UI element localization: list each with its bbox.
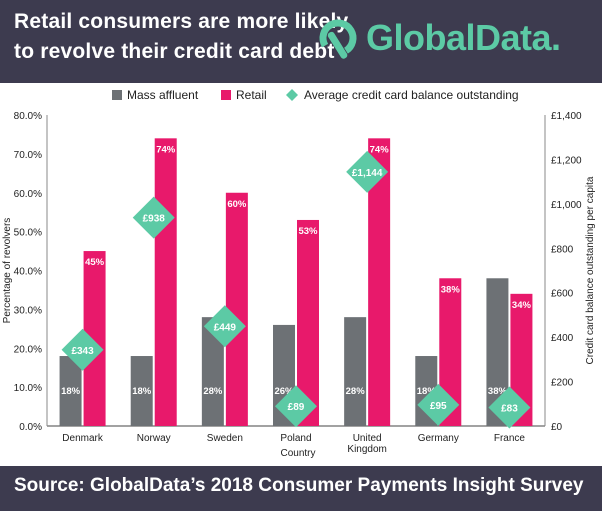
y-tick-label: 0.0%: [19, 422, 42, 433]
data-label-retail: 74%: [370, 144, 390, 155]
x-tick-label: Poland: [280, 433, 311, 444]
y-tick-label: 20.0%: [14, 344, 42, 355]
y-tick-label: 50.0%: [14, 228, 42, 239]
footer-banner: Source: GlobalData’s 2018 Consumer Payme…: [0, 466, 602, 511]
bars: 18% 45% 18% 74% 28% 60% 26% 53% 28% 74% 18% 38% 38% 3…: [59, 138, 533, 426]
data-label-mass-affluent: 18%: [132, 386, 152, 397]
balance-diamond-marker: [275, 385, 317, 428]
bar-mass-affluent: [344, 317, 367, 426]
data-label-balance: £938: [143, 214, 166, 225]
legend-swatch-retail: [221, 90, 231, 100]
data-label-mass-affluent: 28%: [203, 386, 223, 397]
globaldata-logo-text: GlobalData.: [366, 17, 561, 58]
balance-diamond-marker: [346, 150, 389, 193]
data-label-balance: £1,144: [352, 168, 383, 179]
bar-mass-affluent: [201, 317, 224, 426]
legend-label-mass-affluent: Mass affluent: [127, 88, 199, 102]
balance-diamond-marker: [488, 386, 531, 429]
bar-mass-affluent: [486, 278, 509, 426]
chart-title-line-1: Retail consumers are more likely: [14, 10, 349, 33]
data-label-balance: £449: [214, 322, 237, 333]
y2-tick-label: £200: [551, 378, 574, 389]
y-tick-label: 60.0%: [14, 189, 42, 200]
y2-tick-label: £1,400: [551, 111, 582, 122]
x-tick-label: Denmark: [62, 433, 104, 444]
x-tick-label: United: [353, 433, 382, 444]
data-label-balance: £83: [501, 404, 518, 415]
bar-retail: [510, 293, 533, 426]
header-banner: Retail consumers are more likely to revo…: [0, 0, 602, 83]
bar-mass-affluent: [130, 356, 153, 426]
data-label-mass-affluent: 18%: [61, 386, 81, 397]
data-label-retail: 74%: [156, 144, 176, 155]
data-label-retail: 38%: [441, 284, 461, 295]
legend-label-retail: Retail: [236, 88, 267, 102]
legend: Mass affluent Retail Average credit card b…: [112, 88, 519, 102]
y-axis-title: Percentage of revolvers: [2, 218, 13, 324]
chart: Mass affluent Retail Average credit card b…: [2, 88, 596, 459]
y-tick-label: 10.0%: [14, 383, 42, 394]
data-label-mass-affluent: 28%: [346, 386, 366, 397]
y2-axis-title: Credit card balance outstanding per capi…: [585, 176, 596, 364]
y2-tick-label: £800: [551, 244, 574, 255]
y-tick-label: 30.0%: [14, 305, 42, 316]
balance-diamond-marker: [132, 196, 175, 239]
balance-diamond-marker: [61, 328, 104, 371]
data-label-balance: £89: [288, 402, 305, 413]
balance-diamond-marker: [417, 383, 460, 426]
legend-label-balance: Average credit card balance outstanding: [304, 88, 519, 102]
bar-retail: [154, 138, 177, 426]
y2-tick-label: £600: [551, 289, 574, 300]
bar-retail: [83, 251, 106, 426]
x-tick-label: Germany: [418, 433, 459, 444]
x-tick-label: Kingdom: [347, 444, 386, 455]
data-label-mass-affluent: 26%: [274, 386, 294, 397]
data-label-retail: 60%: [227, 199, 247, 210]
y-tick-label: 40.0%: [14, 267, 42, 278]
data-label-balance: £95: [430, 401, 447, 412]
y2-tick-label: £400: [551, 333, 574, 344]
bar-retail: [368, 138, 391, 426]
y2-tick-label: £1,000: [551, 200, 582, 211]
data-label-balance: £343: [71, 346, 94, 357]
data-label-retail: 45%: [85, 257, 105, 268]
data-label-mass-affluent: 38%: [488, 386, 508, 397]
data-label-retail: 53%: [298, 226, 318, 237]
x-tick-label: Sweden: [207, 433, 243, 444]
bar-mass-affluent: [59, 356, 82, 426]
y2-tick-label: £0: [551, 422, 563, 433]
x-tick-label: France: [494, 433, 526, 444]
legend-swatch-balance: [286, 89, 298, 101]
bar-retail: [225, 192, 248, 426]
source-note: Source: GlobalData’s 2018 Consumer Payme…: [14, 475, 584, 496]
y2-tick-label: £1,200: [551, 155, 582, 166]
y-tick-label: 80.0%: [14, 111, 42, 122]
legend-swatch-mass-affluent: [112, 90, 122, 100]
data-label-retail: 34%: [512, 300, 532, 311]
axes: 0.0% 10.0% 20.0% 30.0% 40.0% 50.0% 60.0% 70.0% 8…: [2, 111, 596, 433]
x-axis-title: Country: [280, 448, 315, 459]
chart-title-line-2: to revolve their credit card debt: [14, 40, 335, 63]
balance-markers: £343 £938 £449 £89 £1,144 £95 £83: [61, 150, 531, 429]
data-label-mass-affluent: 18%: [417, 386, 437, 397]
balance-diamond-marker: [203, 305, 246, 348]
y-tick-label: 70.0%: [14, 150, 42, 161]
bar-retail: [297, 219, 319, 426]
bar-retail: [439, 278, 462, 426]
globaldata-logo-icon: [319, 19, 357, 59]
x-tick-label: Norway: [137, 433, 171, 444]
